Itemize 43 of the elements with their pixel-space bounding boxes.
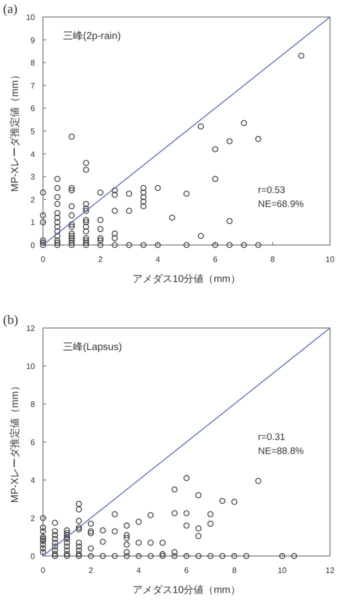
y-tick-label: 7 <box>30 81 36 90</box>
y-tick-label: 4 <box>30 476 36 485</box>
y-tick-label: 2 <box>30 514 36 523</box>
chart-title: (a) <box>3 1 18 16</box>
y-tick-label: 12 <box>26 324 36 333</box>
annotation: NE=88.8% <box>258 446 304 457</box>
x-tick-label: 12 <box>326 566 335 575</box>
x-tick-label: 0 <box>40 566 46 575</box>
x-tick-label: 4 <box>136 566 142 575</box>
annotation: 三峰(2p-rain) <box>63 30 121 42</box>
x-tick-label: 2 <box>98 255 104 264</box>
x-axis-title: アメダス10分値（mm） <box>132 584 240 596</box>
y-tick-label: 8 <box>30 400 36 409</box>
annotation: NE=68.9% <box>258 198 304 210</box>
x-tick-label: 8 <box>270 255 276 264</box>
y-axis-title: MP-Xレーダ推定値（mm） <box>9 381 21 503</box>
x-tick-label: 2 <box>88 566 94 575</box>
annotation: 三峰(Lapsus) <box>63 341 122 353</box>
x-tick-label: 6 <box>212 255 218 264</box>
y-tick-label: 1 <box>30 218 36 228</box>
y-tick-label: 3 <box>30 172 36 182</box>
y-tick-label: 5 <box>30 127 36 136</box>
x-tick-label: 10 <box>278 566 288 575</box>
annotation: r=0.31 <box>258 432 286 443</box>
y-tick-label: 6 <box>30 438 36 447</box>
y-tick-label: 8 <box>30 58 36 68</box>
y-tick-label: 0 <box>30 552 36 561</box>
chart-title: (b) <box>3 312 18 327</box>
x-tick-label: 10 <box>326 255 335 264</box>
y-tick-label: 4 <box>30 150 36 159</box>
y-tick-label: 6 <box>30 104 36 114</box>
y-axis-title: MP-Xレーダ推定値（mm） <box>9 70 21 192</box>
x-axis-title: アメダス10分値（mm） <box>132 273 240 285</box>
x-tick-label: 8 <box>232 566 238 575</box>
x-tick-label: 6 <box>184 566 190 575</box>
y-tick-label: 0 <box>30 241 36 250</box>
y-tick-label: 2 <box>30 195 36 204</box>
y-tick-label: 10 <box>26 362 36 371</box>
x-tick-label: 4 <box>156 255 161 264</box>
y-tick-label: 9 <box>30 36 36 45</box>
annotation: r=0.53 <box>258 184 286 196</box>
y-tick-label: 10 <box>26 13 36 22</box>
x-tick-label: 0 <box>40 255 46 264</box>
